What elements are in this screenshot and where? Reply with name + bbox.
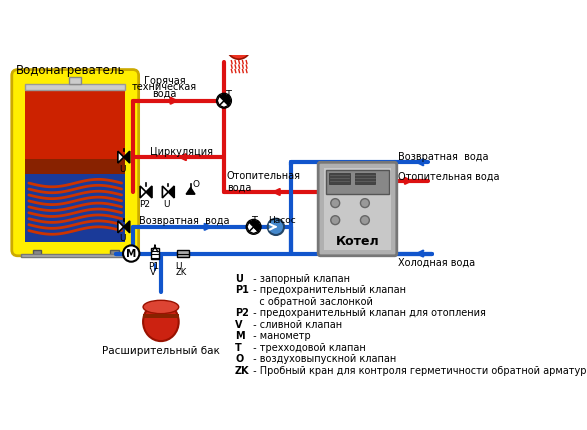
Bar <box>355 173 375 184</box>
Ellipse shape <box>143 303 178 341</box>
Circle shape <box>268 219 284 235</box>
Text: U: U <box>119 165 126 174</box>
Bar <box>25 160 125 174</box>
Text: Котел: Котел <box>336 235 379 248</box>
Text: Насос: Насос <box>268 216 296 225</box>
Bar <box>324 168 391 250</box>
Polygon shape <box>186 187 195 194</box>
Text: Горячая: Горячая <box>144 76 185 86</box>
Bar <box>110 250 119 256</box>
Text: Отопительная вода: Отопительная вода <box>397 171 499 181</box>
Text: O: O <box>235 354 244 364</box>
Text: техническая: техническая <box>132 82 197 92</box>
Bar <box>69 77 81 84</box>
Text: Водонагреватель: Водонагреватель <box>16 64 126 77</box>
Polygon shape <box>224 96 231 105</box>
Bar <box>32 250 42 256</box>
Circle shape <box>360 199 369 208</box>
Text: P2: P2 <box>235 308 249 318</box>
Text: U: U <box>164 200 170 209</box>
Text: ZK: ZK <box>235 366 249 375</box>
Polygon shape <box>249 227 258 233</box>
Text: Циркуляция: Циркуляция <box>150 147 212 157</box>
Polygon shape <box>118 151 124 163</box>
Bar <box>329 173 350 184</box>
Polygon shape <box>219 101 229 108</box>
Bar <box>326 170 389 194</box>
Text: U: U <box>176 262 182 271</box>
Polygon shape <box>254 222 260 232</box>
Bar <box>21 254 129 257</box>
Text: Возвратная  вода: Возвратная вода <box>139 216 229 227</box>
Text: V: V <box>235 319 242 329</box>
Bar <box>177 250 189 257</box>
Text: P1: P1 <box>235 285 249 295</box>
Polygon shape <box>118 221 124 233</box>
Text: T: T <box>235 343 242 353</box>
Text: T: T <box>225 90 231 100</box>
Circle shape <box>360 216 369 224</box>
Text: V: V <box>150 268 157 277</box>
Circle shape <box>227 35 251 59</box>
Text: ZK: ZK <box>176 268 187 277</box>
Circle shape <box>331 216 340 224</box>
Text: - трехходовой клапан: - трехходовой клапан <box>250 343 366 353</box>
Text: U: U <box>235 273 243 283</box>
Text: Отопительная
вода: Отопительная вода <box>227 171 301 193</box>
Bar <box>25 174 125 243</box>
Text: Холодная вода: Холодная вода <box>397 257 475 267</box>
Text: P1: P1 <box>148 262 159 271</box>
Bar <box>151 249 159 259</box>
Text: - манометр: - манометр <box>250 331 311 341</box>
Text: - воздуховыпускной клапан: - воздуховыпускной клапан <box>250 354 396 364</box>
Polygon shape <box>163 186 168 198</box>
Polygon shape <box>247 222 254 232</box>
Bar <box>25 84 125 90</box>
Text: M: M <box>235 331 245 341</box>
Circle shape <box>123 246 139 262</box>
Text: - запорный клапан: - запорный клапан <box>250 273 350 283</box>
Text: - предохранительный клапан для отопления: - предохранительный клапан для отопления <box>250 308 486 318</box>
Text: M: M <box>126 249 136 259</box>
Polygon shape <box>140 186 146 198</box>
Text: Расширительный бак: Расширительный бак <box>102 346 220 356</box>
Circle shape <box>331 199 340 208</box>
Bar <box>143 313 178 318</box>
Polygon shape <box>217 96 224 105</box>
Text: O: O <box>192 180 199 189</box>
Polygon shape <box>168 186 174 198</box>
Polygon shape <box>124 221 130 233</box>
Polygon shape <box>219 94 229 101</box>
Text: - Пробный кран для контроля герметичности обратной арматуры: - Пробный кран для контроля герметичност… <box>250 366 587 375</box>
Text: P2: P2 <box>139 200 150 209</box>
Polygon shape <box>146 186 152 198</box>
Text: - предохранительный клапан: - предохранительный клапан <box>250 285 406 295</box>
Polygon shape <box>124 151 130 163</box>
Ellipse shape <box>143 300 178 313</box>
Bar <box>25 84 125 174</box>
Text: с обратной заслонкой: с обратной заслонкой <box>250 297 373 307</box>
Polygon shape <box>249 220 258 227</box>
Text: - сливной клапан: - сливной клапан <box>250 319 342 329</box>
Text: U: U <box>119 234 126 243</box>
Text: T: T <box>251 216 257 227</box>
FancyBboxPatch shape <box>318 162 397 256</box>
FancyBboxPatch shape <box>12 70 139 256</box>
Text: вода: вода <box>153 89 177 99</box>
Text: Возвратная  вода: Возвратная вода <box>397 152 488 162</box>
